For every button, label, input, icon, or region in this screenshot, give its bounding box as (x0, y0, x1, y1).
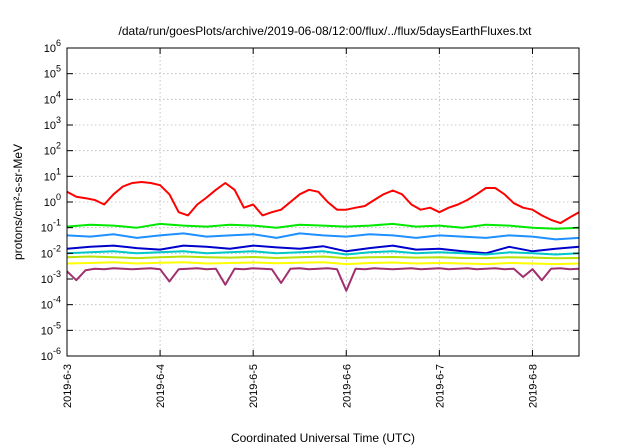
y-axis-label: protons/cm²-s-sr-MeV (11, 144, 25, 260)
axis-ticks (66, 47, 579, 357)
y-tick-label: 10-3 (41, 269, 61, 286)
series-line-2 (66, 222, 580, 230)
y-tick-label: 103 (44, 115, 61, 132)
series-line-1 (66, 181, 580, 225)
y-tick-label: 10-4 (41, 295, 61, 312)
x-tick-label: 2019-6-4 (155, 364, 167, 408)
series-line-8 (66, 267, 580, 292)
x-axis-label: Coordinated Universal Time (UTC) (231, 431, 415, 445)
chart-title: /data/run/goesPlots/archive/2019-06-08/1… (119, 24, 533, 38)
x-tick-label: 2019-6-6 (341, 364, 353, 408)
y-tick-label: 105 (44, 64, 61, 81)
y-tick-label: 101 (44, 166, 61, 183)
x-tick-label: 2019-6-5 (248, 364, 260, 408)
y-tick-labels: 10-6 10-5 10-4 10-3 10-2 10-1 100 101 102 103 104 1… (41, 38, 61, 363)
series-line-4 (66, 244, 580, 255)
y-tick-label: 102 (44, 141, 61, 158)
y-tick-label: 10-2 (41, 243, 61, 260)
series-line-7 (66, 261, 580, 266)
y-tick-label: 10-5 (41, 320, 61, 337)
x-tick-label: 2019-6-3 (62, 364, 74, 408)
y-tick-label: 10-1 (41, 218, 61, 235)
y-tick-label: 106 (44, 38, 61, 55)
x-tick-label: 2019-6-7 (434, 364, 446, 408)
grid-lines (67, 48, 579, 356)
series-lines (66, 181, 580, 292)
series-line-3 (66, 232, 580, 241)
series-line-5 (66, 250, 580, 256)
x-tick-labels: 2019-6-3 2019-6-4 2019-6-5 2019-6-6 2019-6-7… (62, 364, 539, 408)
y-tick-label: 10-6 (41, 346, 61, 363)
x-tick-label: 2019-6-8 (527, 364, 539, 408)
y-tick-label: 104 (44, 89, 61, 106)
y-tick-label: 100 (44, 192, 61, 209)
series-line-6 (66, 255, 580, 260)
